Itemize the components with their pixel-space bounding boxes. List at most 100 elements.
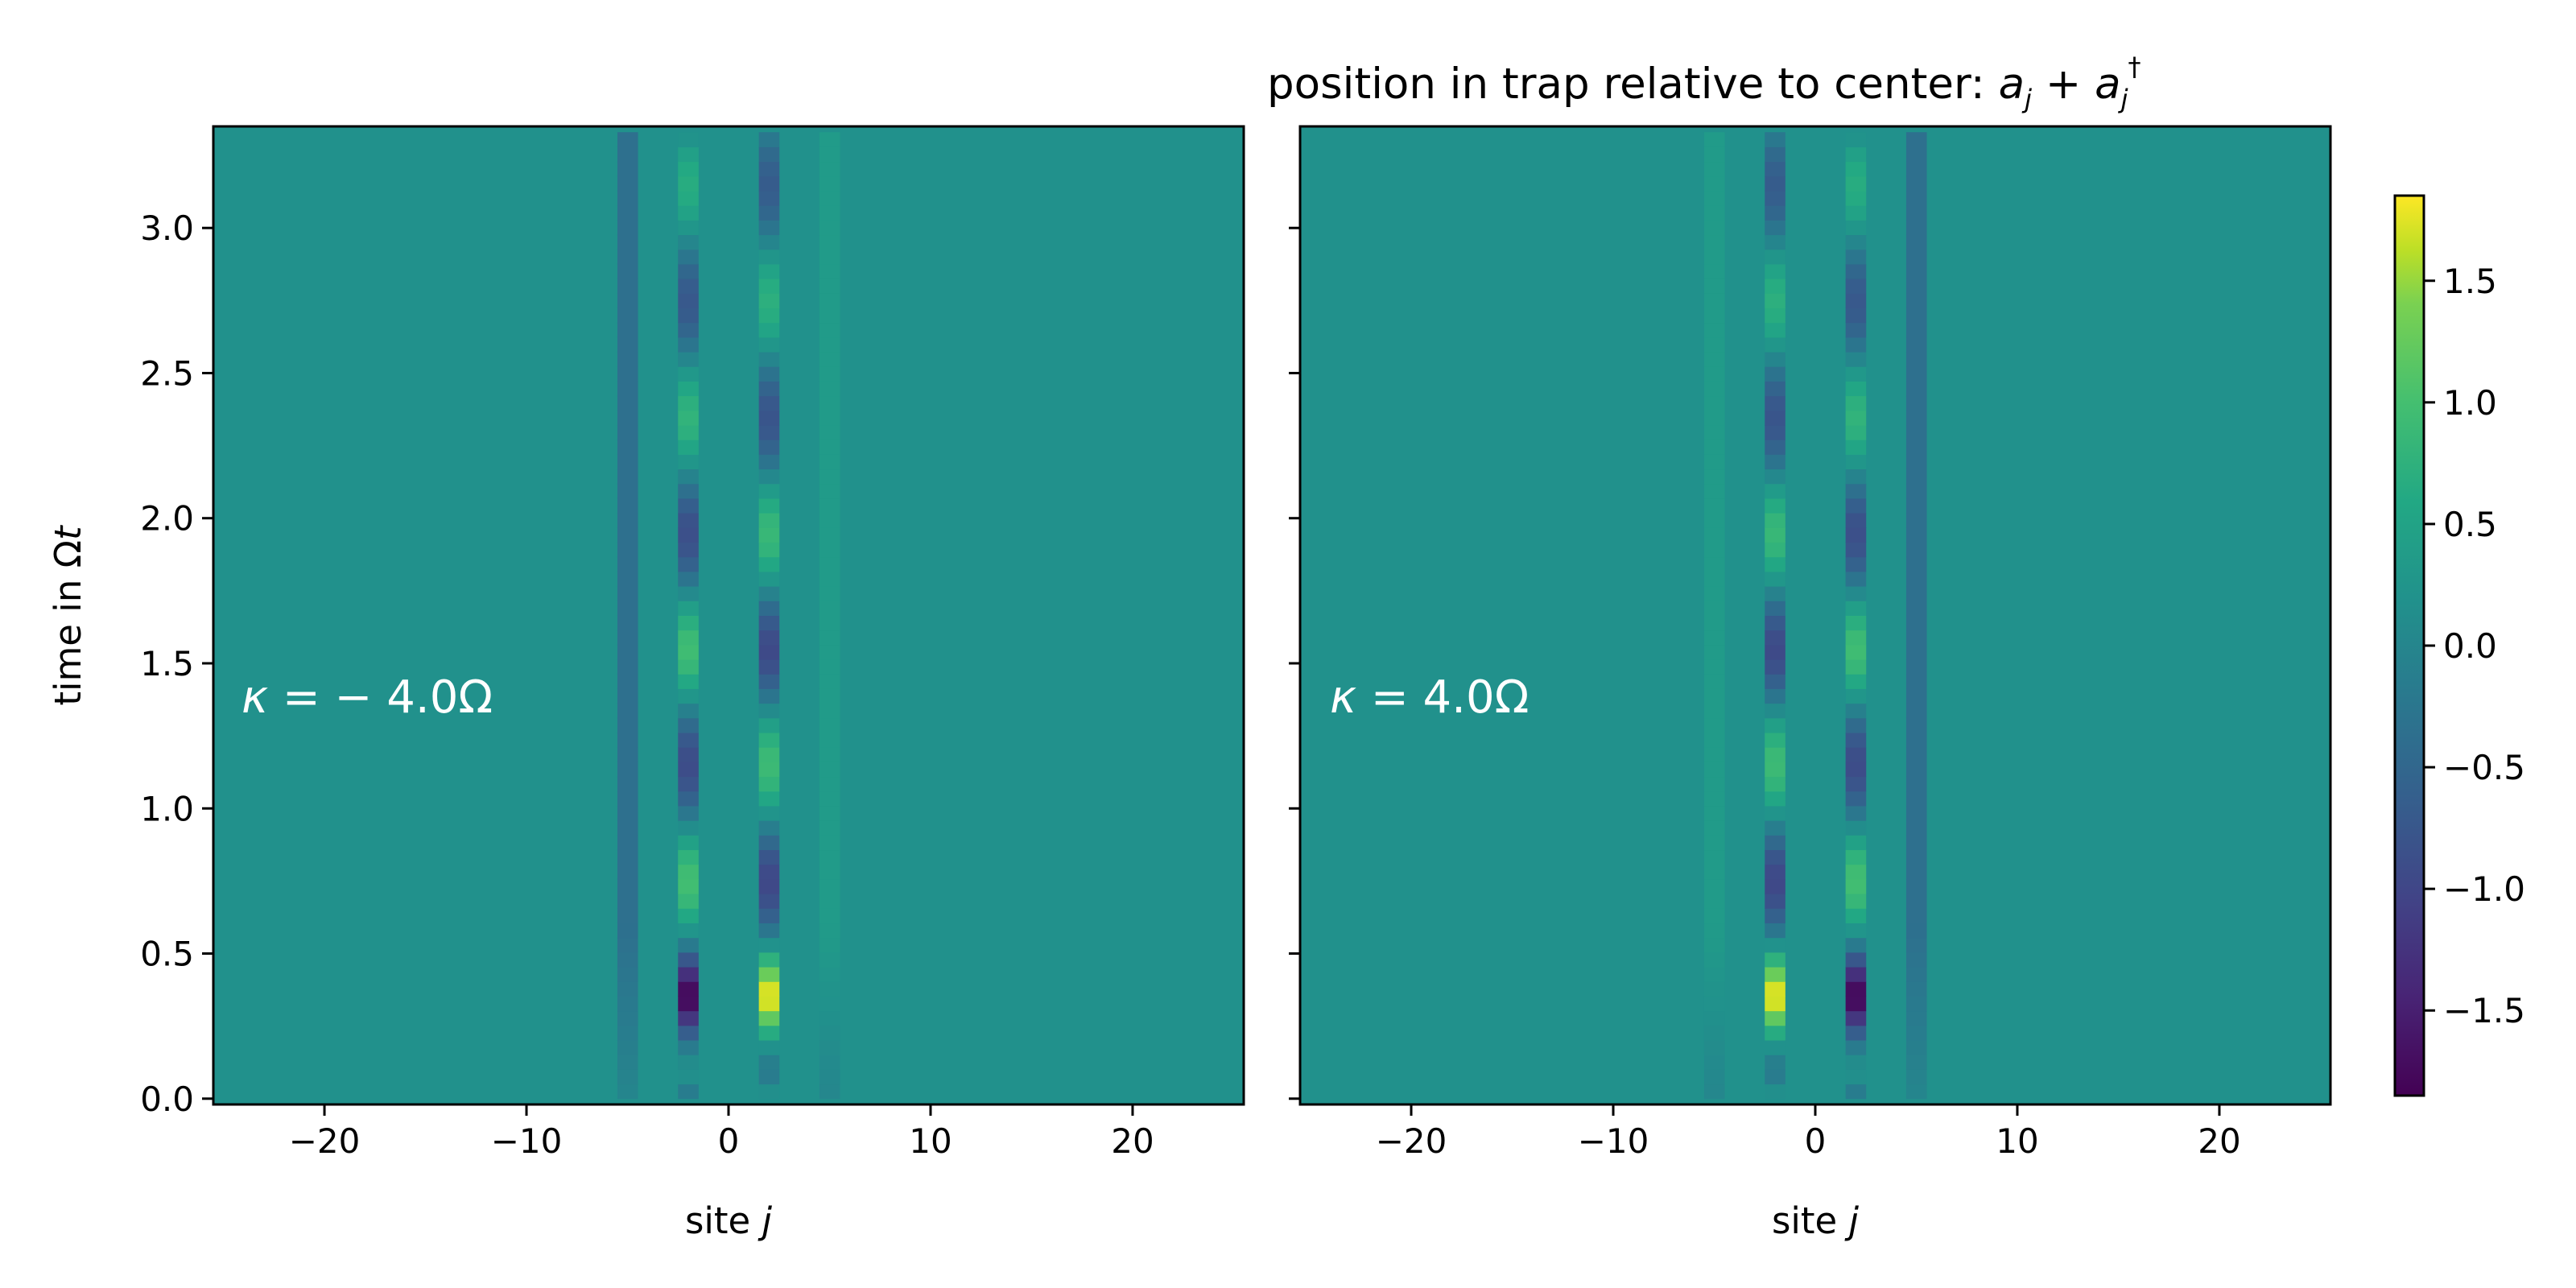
heatmap-cell [1703, 717, 1725, 733]
heatmap-cell [758, 644, 780, 660]
heatmap-cell [1905, 410, 1927, 426]
heatmap-cell [678, 981, 699, 997]
heatmap-cell [1703, 1010, 1725, 1026]
heatmap-cell [1845, 908, 1867, 924]
heatmap-cell [617, 381, 638, 397]
heatmap-cell [1845, 440, 1867, 455]
heatmap-cell [1845, 497, 1867, 514]
heatmap-cell [1703, 981, 1725, 997]
heatmap-cell [1703, 234, 1725, 250]
heatmap-cell [819, 454, 840, 470]
heatmap-cell [617, 586, 638, 601]
heatmap-cell [1765, 440, 1785, 455]
heatmap-cell [1905, 967, 1927, 982]
heatmap-cell [1703, 263, 1725, 279]
heatmap-cell [678, 147, 699, 163]
heatmap-cell [617, 440, 638, 455]
heatmap-cell [1703, 132, 1725, 147]
x-tick-label: −20 [1376, 1121, 1447, 1161]
heatmap-cell [758, 336, 780, 353]
heatmap-cell [819, 1069, 840, 1085]
heatmap-cell [819, 717, 840, 733]
heatmap-cell [758, 1055, 780, 1070]
heatmap-cell [1765, 644, 1785, 660]
heatmap-cell [1905, 527, 1927, 543]
heatmap-cell [617, 908, 638, 924]
heatmap-cell [1905, 279, 1927, 294]
heatmap-cell [819, 263, 840, 279]
heatmap-cell [1765, 717, 1785, 733]
heatmap-cell [1845, 571, 1867, 587]
heatmap-cell [1703, 366, 1725, 382]
heatmap-background [1300, 126, 2330, 1104]
heatmap-cell [1703, 630, 1725, 646]
heatmap-cell [1703, 688, 1725, 704]
heatmap-cell [617, 395, 638, 411]
heatmap-cell [1845, 776, 1867, 792]
heatmap-cell [1765, 615, 1785, 631]
y-tick-label: 2.5 [140, 353, 194, 393]
heatmap-cell [617, 308, 638, 324]
heatmap-cell [1845, 601, 1867, 616]
heatmap-cell [678, 483, 699, 499]
heatmap-cell [758, 762, 780, 778]
heatmap-cell [678, 366, 699, 382]
heatmap-cell [1703, 249, 1725, 265]
heatmap-cell [819, 352, 840, 367]
heatmap-cell [758, 497, 780, 514]
heatmap-cell [1905, 497, 1927, 514]
heatmap-cell [758, 469, 780, 485]
heatmap-cell [1765, 469, 1785, 485]
heatmap-cell [819, 835, 840, 851]
heatmap-cell [1703, 220, 1725, 236]
heatmap-cell [617, 366, 638, 382]
heatmap-cell [1905, 688, 1927, 704]
heatmap-cell [758, 703, 780, 719]
heatmap-cell [819, 542, 840, 558]
heatmap-cell [819, 336, 840, 353]
heatmap-cell [1845, 322, 1867, 338]
heatmap-cell [1703, 762, 1725, 778]
heatmap-cell [678, 967, 699, 982]
x-tick-label: 10 [909, 1121, 952, 1161]
heatmap-cell [1703, 878, 1725, 894]
heatmap-cell [617, 894, 638, 909]
heatmap-cell [1905, 190, 1927, 206]
heatmap-cell [758, 981, 780, 997]
heatmap-cell [678, 440, 699, 455]
heatmap-cell [1765, 249, 1785, 265]
heatmap-cell [617, 527, 638, 543]
heatmap-cell [1845, 556, 1867, 572]
heatmap-cell [819, 147, 840, 163]
heatmap-cell [1765, 791, 1785, 807]
heatmap-cell [617, 630, 638, 646]
heatmap-cell [617, 937, 638, 953]
heatmap-cell [678, 703, 699, 719]
heatmap-cell [1703, 805, 1725, 821]
heatmap-cell [1905, 556, 1927, 572]
heatmap-cell [1765, 366, 1785, 382]
heatmap-cell [1905, 308, 1927, 324]
heatmap-cell [617, 161, 638, 177]
heatmap-cell [819, 1040, 840, 1055]
heatmap-cell [1845, 483, 1867, 499]
heatmap-cell [1905, 234, 1927, 250]
heatmap-cell [819, 161, 840, 177]
heatmap-cell [1765, 659, 1785, 675]
heatmap-cell [1905, 703, 1927, 719]
heatmap-cell [1905, 762, 1927, 778]
heatmap-cell [1765, 894, 1785, 909]
heatmap-cell [1905, 483, 1927, 499]
heatmap-cell [1703, 894, 1725, 909]
heatmap-cell [1845, 234, 1867, 250]
heatmap-cell [819, 293, 840, 308]
heatmap-cell [1765, 132, 1785, 147]
heatmap-cell [1845, 835, 1867, 851]
heatmap-cell [758, 513, 780, 528]
heatmap-cell [1905, 601, 1927, 616]
heatmap-cell [1905, 923, 1927, 939]
heatmap-cell [758, 894, 780, 909]
heatmap-cell [678, 937, 699, 953]
heatmap-cell [1765, 293, 1785, 308]
